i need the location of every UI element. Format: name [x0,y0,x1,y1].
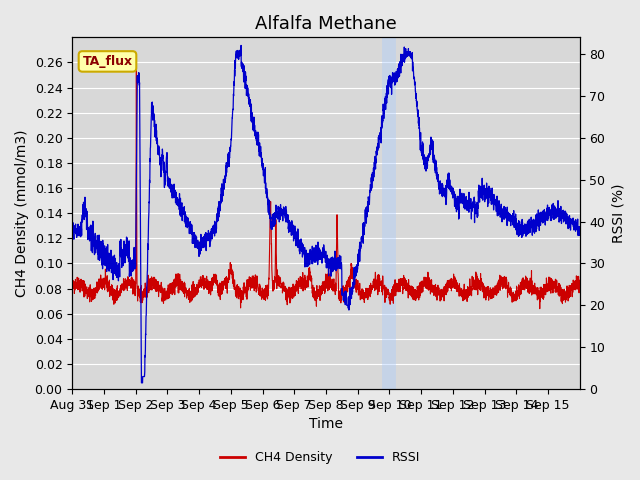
X-axis label: Time: Time [309,418,343,432]
Y-axis label: RSSI (%): RSSI (%) [611,183,625,243]
Text: TA_flux: TA_flux [83,55,132,68]
Title: Alfalfa Methane: Alfalfa Methane [255,15,397,33]
Y-axis label: CH4 Density (mmol/m3): CH4 Density (mmol/m3) [15,130,29,297]
Legend: CH4 Density, RSSI: CH4 Density, RSSI [214,446,426,469]
